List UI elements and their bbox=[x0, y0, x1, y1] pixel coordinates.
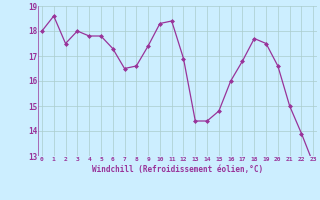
X-axis label: Windchill (Refroidissement éolien,°C): Windchill (Refroidissement éolien,°C) bbox=[92, 165, 263, 174]
